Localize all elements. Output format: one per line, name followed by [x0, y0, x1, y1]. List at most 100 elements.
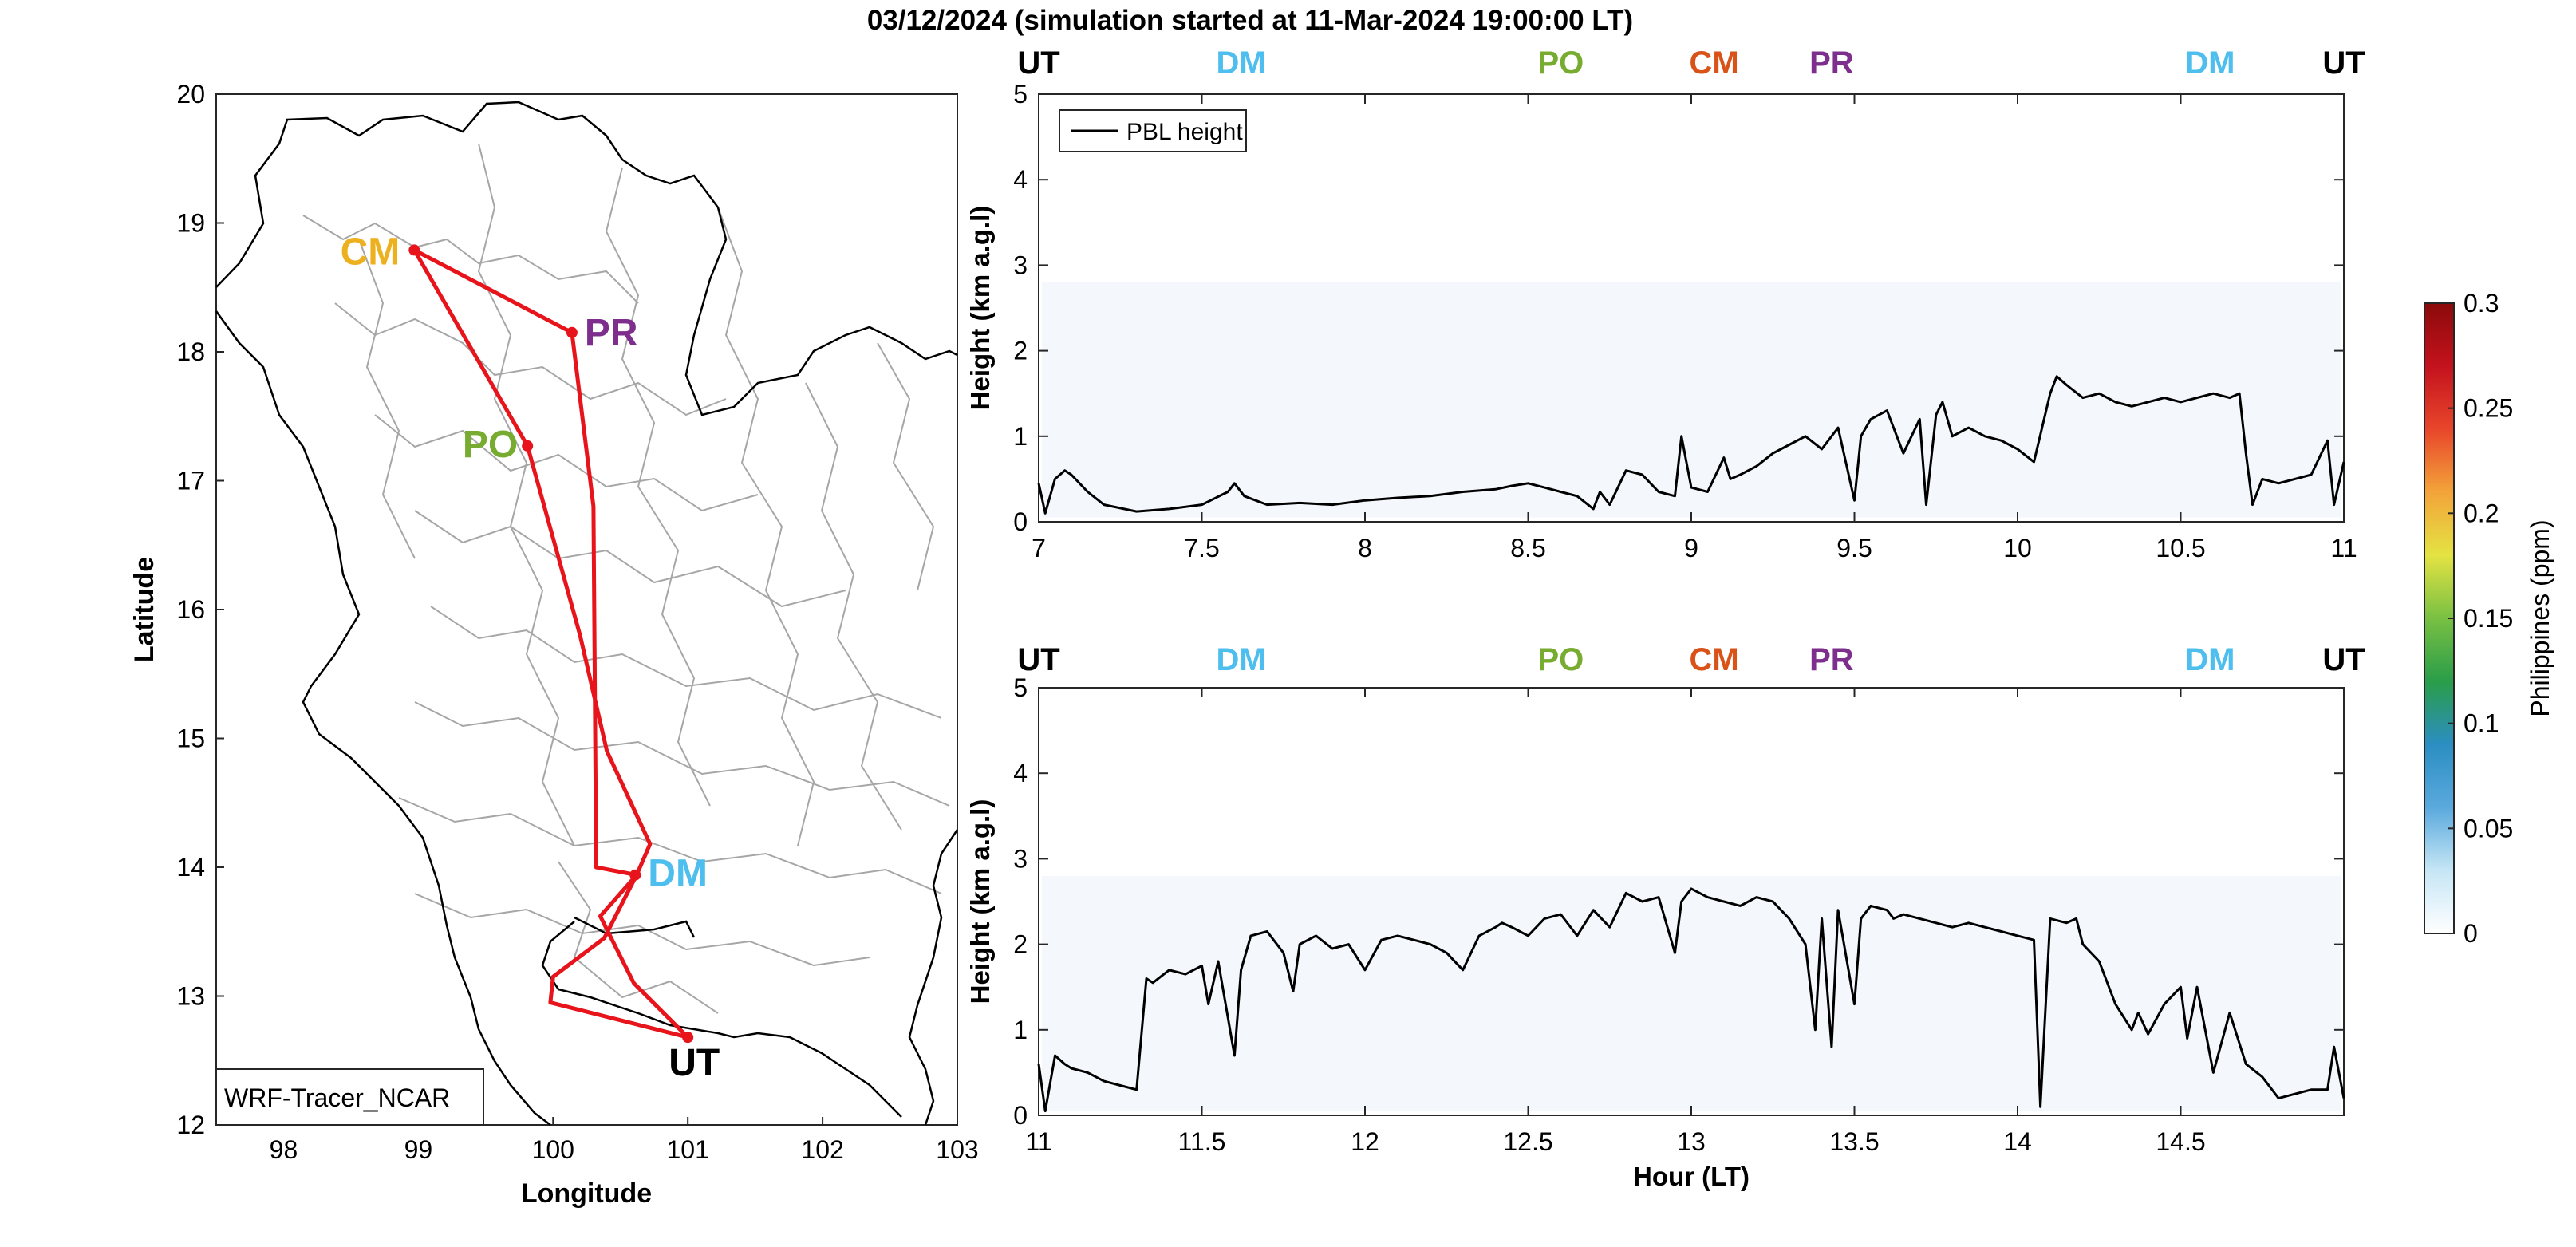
map-x-tick-label: 101 [666, 1135, 708, 1164]
y-tick-label: 0 [1013, 1101, 1028, 1130]
x-tick-label: 8.5 [1510, 534, 1545, 562]
x-tick-label: 11 [2330, 534, 2357, 562]
station-marker-pr [566, 326, 578, 338]
colorbar-ticks: 0 0.05 0.1 0.15 0.2 0.25 0.3 [2448, 289, 2513, 948]
x-tick-label: 11.5 [1178, 1127, 1226, 1156]
map-x-tick-label: 103 [936, 1135, 978, 1164]
station-label-ut: UT [669, 1042, 720, 1084]
station-strip-label-ut: UT [2322, 642, 2365, 677]
province-boundaries [302, 143, 950, 1014]
map-x-tick-label: 98 [270, 1135, 298, 1164]
tracer-shading [1042, 875, 2341, 1111]
station-label-po: PO [463, 424, 518, 466]
map-y-tick-label: 16 [176, 595, 205, 624]
pbl-panel-top: 7 7.5 8 8.5 9 9.5 10 10.5 11 0 1 2 3 4 5 Height (km a.g… [965, 45, 2365, 562]
colorbar-tick-label: 0.25 [2464, 394, 2513, 423]
y-tick-label: 4 [1013, 165, 1028, 194]
colorbar-tick-label: 0.3 [2464, 289, 2499, 318]
station-label-dm: DM [648, 853, 708, 895]
station-strip-label-pr: PR [1809, 45, 1854, 81]
pbl-height-line [1037, 887, 2345, 1113]
y-tick-label: 3 [1013, 251, 1028, 279]
legend-entry: PBL height [1126, 119, 1243, 145]
map-frame [215, 93, 958, 1126]
station-marker-dm [629, 869, 641, 881]
map-xlabel: Longitude [521, 1178, 652, 1209]
station-strip-label-cm: CM [1690, 45, 1739, 81]
station-strip-label-dm: DM [2185, 45, 2235, 81]
map-y-tick-label: 19 [176, 209, 205, 238]
y-tick-label: 4 [1013, 759, 1028, 787]
station-markers: CM PR PO DM UT [341, 231, 720, 1084]
map-x-tick-label: 99 [404, 1135, 433, 1164]
colorbar-tick-label: 0.15 [2464, 604, 2513, 633]
map-panel: CM PR PO DM UT 98 99 100 101 102 103 12 13 14 15 16 17… [129, 80, 979, 1209]
station-strip-label-dm: DM [1216, 45, 1265, 81]
colorbar-tick-label: 0.1 [2464, 709, 2499, 738]
x-tick-label: 13.5 [1829, 1127, 1879, 1156]
station-marker-ut [682, 1032, 694, 1044]
map-y-tick-label: 18 [176, 337, 205, 366]
figure-title: 03/12/2024 (simulation started at 11-Mar… [867, 5, 1633, 36]
y-tick-label: 1 [1013, 422, 1028, 451]
colorbar-tick-label: 0.2 [2464, 499, 2499, 527]
x-tick-label: 8 [1358, 534, 1372, 562]
pbl-height-line [1037, 375, 2345, 515]
colorbar-tick-label: 0.05 [2464, 814, 2513, 843]
station-strip: UT DM PO CM PR DM UT [1017, 642, 2365, 677]
station-strip: UT DM PO CM PR DM UT [1017, 45, 2365, 81]
y-tick-label: 3 [1013, 844, 1028, 873]
x-tick-label: 9 [1684, 534, 1698, 562]
station-strip-label-pr: PR [1809, 642, 1854, 677]
map-y-tick-label: 13 [176, 982, 205, 1011]
map-y-ticks: 12 13 14 15 16 17 18 19 20 [176, 80, 224, 1139]
map-x-tick-label: 102 [801, 1135, 843, 1164]
station-label-pr: PR [585, 312, 638, 354]
map-y-tick-label: 14 [176, 853, 205, 882]
y-tick-label: 1 [1013, 1016, 1028, 1044]
y-tick-label: 5 [1013, 673, 1028, 702]
x-tick-label: 7.5 [1184, 534, 1219, 562]
map-y-tick-label: 17 [176, 467, 205, 495]
station-marker-cm [408, 244, 420, 256]
legend: PBL height [1059, 109, 1247, 152]
x-axis-label: Hour (LT) [1633, 1162, 1750, 1191]
station-strip-label-po: PO [1538, 642, 1584, 677]
y-tick-label: 2 [1013, 337, 1028, 365]
station-strip-label-dm: DM [2185, 642, 2235, 677]
x-tick-label: 10.5 [2156, 534, 2205, 562]
station-label-cm: CM [341, 231, 400, 273]
colorbar: 0 0.05 0.1 0.15 0.2 0.25 0.3 Philippines (ppm) [2424, 289, 2554, 948]
y-axis-label: Height (km a.g.l) [965, 799, 995, 1004]
colorbar-tick-label: 0 [2464, 919, 2478, 948]
map-y-tick-label: 20 [176, 80, 205, 109]
x-tick-label: 14 [2003, 1127, 2032, 1156]
y-tick-label: 2 [1013, 930, 1028, 959]
station-strip-label-dm: DM [1216, 642, 1265, 677]
map-ylabel: Latitude [129, 557, 160, 662]
model-label-box [215, 1068, 484, 1126]
station-strip-label-ut: UT [1017, 45, 1059, 81]
x-tick-label: 12 [1351, 1127, 1379, 1156]
station-marker-po [522, 440, 534, 452]
y-tick-label: 0 [1013, 507, 1028, 536]
station-strip-label-ut: UT [2322, 45, 2365, 81]
map-x-ticks: 98 99 100 101 102 103 [270, 1117, 979, 1164]
station-strip-label-ut: UT [1017, 642, 1059, 677]
country-border [215, 101, 959, 1126]
map-x-tick-label: 100 [532, 1135, 574, 1164]
x-tick-label: 13 [1677, 1127, 1706, 1156]
x-tick-label: 7 [1032, 534, 1046, 562]
station-strip-label-cm: CM [1690, 642, 1739, 677]
x-tick-label: 12.5 [1503, 1127, 1552, 1156]
y-axis-label: Height (km a.g.l) [965, 206, 995, 411]
station-strip-label-po: PO [1538, 45, 1584, 81]
model-label: WRF-Tracer_NCAR [224, 1083, 450, 1112]
x-tick-label: 9.5 [1836, 534, 1872, 562]
map-y-tick-label: 12 [176, 1111, 205, 1139]
x-tick-label: 10 [2003, 534, 2032, 562]
map-y-tick-label: 15 [176, 724, 205, 753]
y-tick-label: 5 [1013, 80, 1028, 109]
